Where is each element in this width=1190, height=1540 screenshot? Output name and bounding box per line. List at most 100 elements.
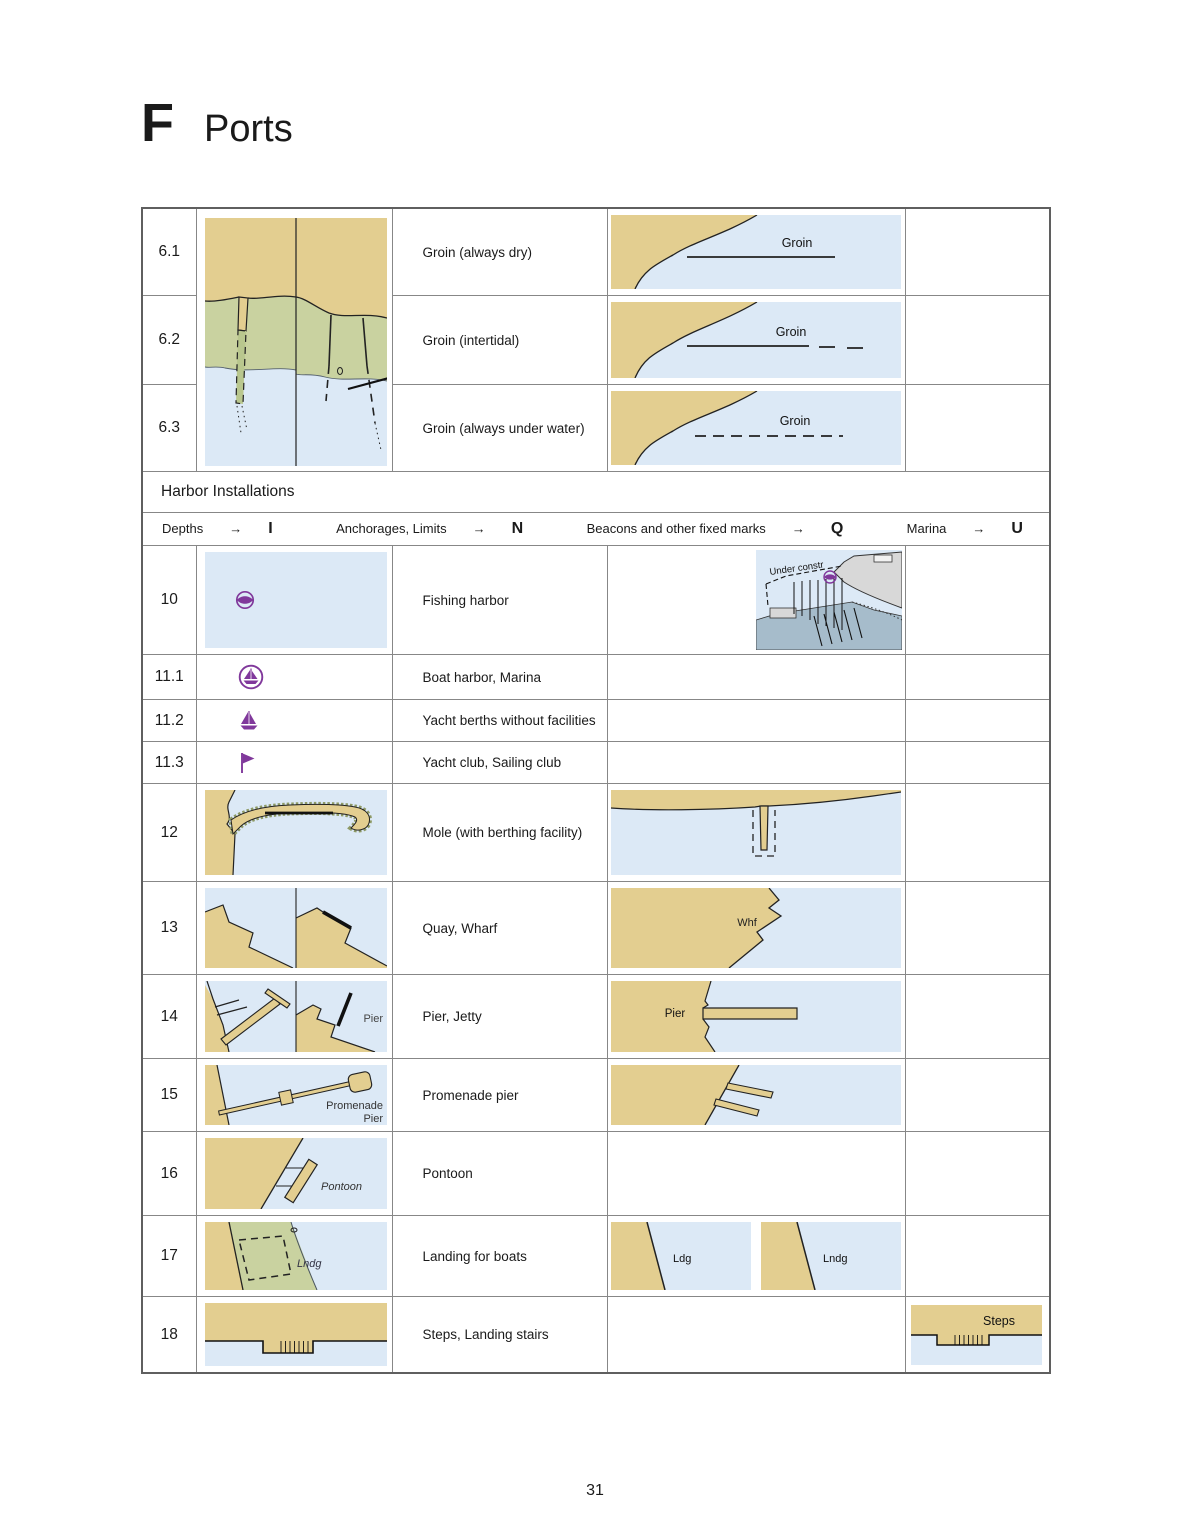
secondary-example-cell [904,1215,1051,1297]
example-cell [606,1131,906,1216]
lndg-label: Lndg [823,1253,847,1265]
reference-term: Anchorages, Limits [336,521,447,536]
reference-marina: Marina → U [907,520,1023,538]
flag-icon [240,752,254,773]
page-title: F Ports [141,96,293,150]
description: Fishing harbor [391,545,608,655]
row-number: 16 [141,1131,197,1216]
symbol-cell-pontoon: Pontoon [195,1131,393,1216]
reference-row: Depths → I Anchorages, Limits → N Beacon… [141,512,1051,546]
table-row-12: 12 Mole (with berthing facility) [141,783,1051,882]
row-number: 13 [141,881,197,975]
pier-label: Pier [363,1013,383,1025]
groin-dry-example-diagram: Groin [610,215,901,289]
description: Groin (always under water) [391,384,608,472]
secondary-example-cell [904,783,1051,882]
example-cell-landing: Ldg Lndg [606,1215,906,1297]
description: Steps, Landing stairs [391,1296,608,1374]
reference-letter: N [511,520,524,537]
groin-intertidal-example-diagram: Groin [610,302,901,378]
description: Yacht berths without facilities [391,699,608,742]
table-row-16: 16 Pontoon Pontoon [141,1131,1051,1216]
row-number: 10 [141,545,197,655]
promenade-pier-example-diagram [610,1065,901,1125]
arrow-icon: → [472,521,486,536]
row-number: 17 [141,1215,197,1297]
reference-beacons: Beacons and other fixed marks → Q [587,520,844,538]
description: Pontoon [391,1131,608,1216]
section-header-row: Harbor Installations [141,471,1051,513]
promenade-pier-label-line2: Pier [363,1113,383,1125]
mole-example-diagram [610,790,901,875]
example-cell [606,699,906,742]
steps-label: Steps [983,1314,1015,1328]
symbols-table: 6.1 Groin (always dry) [141,207,1051,1374]
symbol-cell-mole [195,783,393,882]
secondary-example-cell [904,384,1051,472]
description: Pier, Jetty [391,974,608,1059]
secondary-example-cell [904,1058,1051,1132]
table-row-6-3: 6.3 Groin (always under water) Groin [141,384,1051,472]
boat-harbor-icon [238,664,263,690]
example-cell [606,1296,906,1374]
example-cell-promenade-pier [606,1058,906,1132]
fishing-harbor-icon-small [822,570,837,584]
promenade-pier-symbol-diagram: Promenade Pier [204,1065,387,1125]
quay-example-diagram: Whf [610,888,901,968]
section-header: Harbor Installations [141,471,1051,513]
steps-example-diagram: Steps [911,1304,1042,1365]
secondary-example-cell [904,207,1051,296]
under-construction-chart-snippet: Under constr [755,550,902,650]
groin-underwater-example-diagram: Groin [610,391,901,465]
section-letter: F [141,93,174,153]
groin-label: Groin [775,325,806,339]
example-cell-groin-underwater: Groin [606,384,906,472]
description: Boat harbor, Marina [391,654,608,700]
page-number: 31 [586,1482,604,1499]
pontoon-label: Pontoon [321,1181,362,1193]
symbol-cell-promenade-pier: Promenade Pier [195,1058,393,1132]
reference-letter: Q [830,520,844,537]
reference-letter: I [268,520,273,537]
secondary-example-cell [904,1131,1051,1216]
arrow-icon: → [972,521,986,536]
row-number: 12 [141,783,197,882]
ldg-label: Ldg [673,1253,691,1265]
secondary-example-cell [904,295,1051,385]
landing-symbol-diagram: Lndg [204,1222,387,1290]
symbol-cell-steps [195,1296,393,1374]
example-cell [606,741,906,784]
table-row-11-2: 11.2 Yacht berths without facilities [141,699,1051,742]
table-row-14: 14 Pier Pier, Jetty Pier [141,974,1051,1059]
pier-label: Pier [664,1008,685,1020]
table-row-11-1: 11.1 Boat harbor, Marina [141,654,1051,700]
wharf-label: Whf [737,917,758,929]
example-cell-quay: Whf [606,881,906,975]
table-row-17: 17 Lndg Landing for boats Ldg [141,1215,1051,1297]
table-row-6-1: 6.1 Groin (always dry) [141,207,1051,472]
yacht-icon [240,710,257,729]
symbol-cell-yacht-berths [195,699,393,742]
symbol-cell-groin [195,207,393,472]
secondary-example-cell [904,545,1051,655]
pier-symbol-diagram: Pier [204,981,387,1052]
steps-symbol-diagram [204,1303,387,1366]
groin-symbol-diagram [204,218,387,466]
row-number: 6.2 [141,295,197,385]
row-number: 6.3 [141,384,197,472]
arrow-icon: → [229,521,243,536]
row-number: 18 [141,1296,197,1374]
example-cell-mole [606,783,906,882]
mole-symbol-diagram [204,790,387,875]
description: Groin (always dry) [391,207,608,296]
example-cell-fishing-harbor: Under constr [606,545,906,655]
symbol-cell-landing: Lndg [195,1215,393,1297]
secondary-example-cell [904,741,1051,784]
description: Mole (with berthing facility) [391,783,608,882]
secondary-example-cell [904,881,1051,975]
promenade-pier-label-line1: Promenade [326,1100,383,1112]
example-cell-groin-intertidal: Groin [606,295,906,385]
groin-label: Groin [779,414,810,428]
arrow-icon: → [791,521,805,536]
symbol-cell-fishing-harbor [195,545,393,655]
